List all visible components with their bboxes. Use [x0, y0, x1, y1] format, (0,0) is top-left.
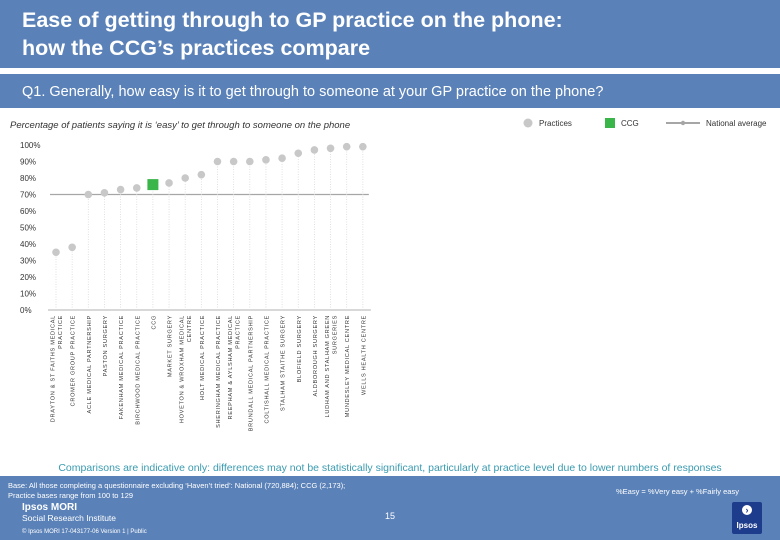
y-tick-label: 10%	[20, 290, 36, 299]
ipsos-badge: › Ipsos	[732, 502, 762, 534]
category-label: DRAYTON & ST FAITHS MEDICAL	[51, 315, 57, 422]
category-label: PRACTICE	[236, 315, 242, 349]
y-tick-label: 60%	[20, 207, 36, 216]
category-label: STALHAM STAITHE SURGERY	[281, 315, 287, 411]
y-tick-label: 100%	[20, 141, 40, 150]
legend-practices-marker	[523, 118, 533, 128]
y-tick-label: 20%	[20, 273, 36, 282]
category-label: SHERINGHAM MEDICAL PRACTICE	[216, 315, 222, 428]
ipsos-mori-logo: Ipsos MORI Social Research Institute	[22, 502, 117, 524]
category-label: CENTRE	[187, 315, 193, 342]
page-title: Ease of getting through to GP practice o…	[22, 6, 563, 62]
practice-point	[116, 185, 125, 194]
category-label: FAKENHAM MEDICAL PRACTICE	[119, 315, 125, 419]
question-bar	[0, 74, 780, 108]
practice-point	[84, 190, 93, 199]
practice-point	[165, 179, 173, 187]
y-tick-label: 0%	[20, 306, 32, 315]
practice-point	[278, 154, 286, 162]
category-label: WELLS HEALTH CENTRE	[361, 315, 367, 395]
category-label: MUNDESLEY MEDICAL CENTRE	[345, 315, 351, 417]
y-tick-label: 40%	[20, 240, 36, 249]
category-label: HOLT MEDICAL PRACTICE	[200, 315, 206, 400]
legend-national-dot	[680, 120, 686, 126]
category-label: SURGERIES	[333, 315, 339, 354]
y-tick-label: 70%	[20, 191, 36, 200]
legend-label: Practices	[539, 119, 572, 128]
ipsos-badge-label: Ipsos	[736, 521, 758, 530]
practice-point	[181, 174, 189, 182]
practice-point	[197, 170, 206, 179]
category-label: ACLE MEDICAL PARTNERSHIP	[87, 315, 93, 413]
practice-point	[100, 189, 109, 197]
title-line-2: how the CCG’s practices compare	[22, 36, 371, 60]
legend-ccg-marker	[605, 118, 615, 128]
base-line-2: Practice bases range from 100 to 129	[8, 491, 134, 500]
category-label: MARKET SURGERY	[168, 315, 174, 377]
practice-point	[246, 157, 254, 166]
base-line-1: Base: All those completing a questionnai…	[8, 481, 346, 490]
category-label: BIRCHWOOD MEDICAL PRACTICE	[135, 315, 141, 425]
page-number: 15	[384, 511, 395, 521]
ccg-marker	[147, 179, 159, 191]
practice-comparison-chart: Practices CCG National average 0% 10% 20% 30% 4…	[20, 118, 767, 431]
footer-bar	[0, 476, 780, 540]
category-label: CCG	[151, 315, 157, 330]
base-text: Base: All those completing a questionnai…	[8, 481, 408, 501]
legend-label: CCG	[621, 119, 639, 128]
category-label: REEPHAM & AYLSHAM MEDICAL	[228, 315, 234, 419]
legend-label: National average	[706, 119, 767, 128]
category-label: BRUNDALL MEDICAL PARTNERSHIP	[248, 315, 254, 431]
y-tick-label: 50%	[20, 224, 36, 233]
logo-line-1: Ipsos MORI	[22, 502, 78, 513]
practice-point	[342, 142, 351, 151]
practice-point	[262, 156, 270, 164]
question-text: Q1. Generally, how easy is it to get thr…	[22, 84, 604, 100]
y-tick-label: 90%	[20, 158, 36, 167]
category-label: LUDHAM AND STALHAM GREEN	[325, 315, 331, 417]
header-bar	[0, 0, 780, 68]
practice-point	[294, 149, 303, 158]
practice-point	[68, 243, 76, 252]
easy-definition: %Easy = %Very easy + %Fairly easy	[616, 487, 739, 496]
title-line-1: Ease of getting through to GP practice o…	[22, 8, 563, 32]
y-tick-label: 80%	[20, 174, 36, 183]
practice-point	[326, 144, 335, 153]
category-label: PRACTICE	[58, 315, 64, 349]
practice-point	[132, 184, 141, 192]
category-label: BLOFIELD SURGERY	[297, 315, 303, 382]
y-tick-label: 30%	[20, 257, 36, 266]
category-label: ALDBOROUGH SURGERY	[313, 315, 319, 397]
copyright-text: © Ipsos MORI 17-043177-06 Version 1 | Pu…	[22, 529, 147, 535]
chart-subtitle: Percentage of patients saying it is ‘eas…	[10, 120, 351, 131]
practice-point	[52, 248, 60, 257]
practice-point	[310, 146, 319, 154]
practice-point	[359, 142, 367, 151]
category-label: PASTON SURGERY	[103, 315, 109, 376]
chevron-icon: ›	[742, 505, 752, 515]
logo-line-2: Social Research Institute	[22, 513, 117, 523]
comparison-note: Comparisons are indicative only: differe…	[58, 462, 722, 474]
category-label: HOVETON & WROXHAM MEDICAL	[180, 315, 186, 423]
category-label: CROMER GROUP PRACTICE	[71, 315, 77, 406]
practice-point	[213, 157, 222, 166]
category-label: COLTISHALL MEDICAL PRACTICE	[264, 315, 270, 424]
practice-point	[229, 157, 238, 166]
